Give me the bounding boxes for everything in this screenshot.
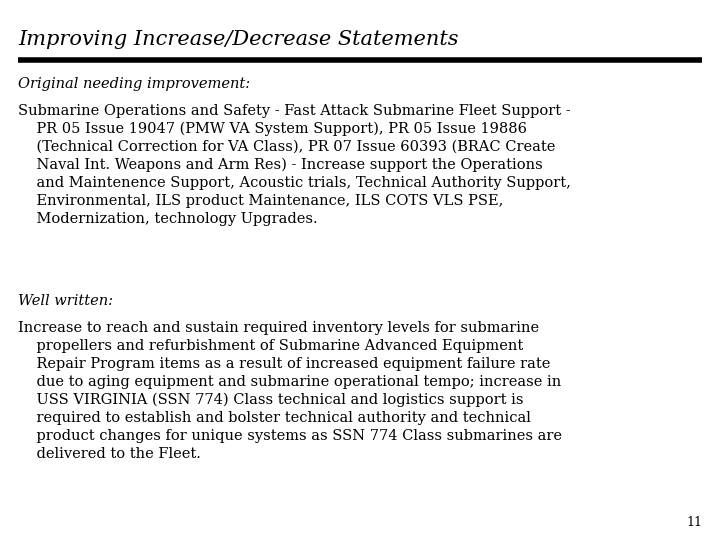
Text: Submarine Operations and Safety - Fast Attack Submarine Fleet Support -
    PR 0: Submarine Operations and Safety - Fast A… — [18, 104, 571, 226]
Text: 11: 11 — [686, 516, 702, 529]
Text: Improving Increase/Decrease Statements: Improving Increase/Decrease Statements — [18, 30, 459, 49]
Text: Original needing improvement:: Original needing improvement: — [18, 77, 250, 91]
Text: Increase to reach and sustain required inventory levels for submarine
    propel: Increase to reach and sustain required i… — [18, 321, 562, 461]
Text: Well written:: Well written: — [18, 294, 113, 308]
